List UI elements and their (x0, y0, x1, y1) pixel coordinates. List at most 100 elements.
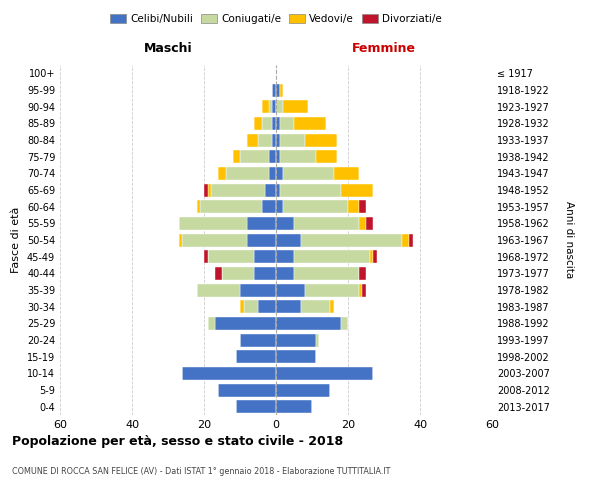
Bar (182, 234, 247, 246)
Bar (276, 350, 316, 363)
Bar (211, 184, 265, 196)
Bar (276, 167, 283, 180)
Bar (262, 200, 276, 213)
Bar (265, 184, 276, 196)
Bar (341, 184, 373, 196)
Bar (200, 200, 262, 213)
Bar (330, 300, 334, 313)
Bar (294, 217, 359, 230)
Bar (272, 134, 276, 146)
Bar (208, 184, 211, 196)
Bar (240, 150, 269, 163)
Bar (276, 200, 283, 213)
Bar (262, 100, 269, 113)
Bar (283, 200, 348, 213)
Bar (222, 267, 254, 280)
Bar (254, 250, 276, 263)
Bar (366, 217, 373, 230)
Bar (276, 84, 280, 96)
Bar (370, 250, 373, 263)
Bar (276, 284, 305, 296)
Bar (280, 134, 305, 146)
Bar (305, 284, 359, 296)
Bar (233, 150, 240, 163)
Bar (280, 150, 316, 163)
Bar (269, 150, 276, 163)
Bar (247, 217, 276, 230)
Bar (272, 117, 276, 130)
Bar (359, 217, 366, 230)
Bar (359, 267, 366, 280)
Bar (276, 300, 301, 313)
Bar (258, 300, 276, 313)
Bar (179, 217, 247, 230)
Bar (348, 200, 359, 213)
Bar (179, 234, 182, 246)
Bar (254, 117, 262, 130)
Bar (276, 134, 280, 146)
Bar (305, 134, 337, 146)
Bar (204, 250, 208, 263)
Bar (240, 284, 276, 296)
Bar (276, 334, 316, 346)
Bar (283, 100, 308, 113)
Text: Maschi: Maschi (143, 42, 193, 55)
Bar (359, 284, 362, 296)
Text: Popolazione per età, sesso e stato civile - 2018: Popolazione per età, sesso e stato civil… (12, 435, 343, 448)
Bar (276, 317, 341, 330)
Bar (226, 167, 269, 180)
Bar (276, 367, 373, 380)
Bar (197, 284, 240, 296)
Bar (262, 117, 272, 130)
Bar (240, 300, 244, 313)
Bar (182, 367, 276, 380)
Bar (276, 217, 294, 230)
Y-axis label: Fasce di età: Fasce di età (11, 207, 21, 273)
Bar (301, 234, 402, 246)
Bar (276, 384, 330, 396)
Bar (276, 250, 294, 263)
Bar (294, 117, 326, 130)
Bar (280, 84, 283, 96)
Bar (362, 284, 366, 296)
Bar (218, 384, 276, 396)
Bar (276, 184, 280, 196)
Bar (247, 234, 276, 246)
Bar (334, 167, 359, 180)
Bar (276, 117, 280, 130)
Bar (294, 250, 370, 263)
Bar (215, 267, 222, 280)
Text: COMUNE DI ROCCA SAN FELICE (AV) - Dati ISTAT 1° gennaio 2018 - Elaborazione TUTT: COMUNE DI ROCCA SAN FELICE (AV) - Dati I… (12, 468, 391, 476)
Bar (215, 317, 276, 330)
Bar (276, 400, 312, 413)
Text: Femmine: Femmine (352, 42, 416, 55)
Bar (409, 234, 413, 246)
Bar (258, 134, 272, 146)
Bar (402, 234, 409, 246)
Bar (276, 234, 301, 246)
Bar (301, 300, 330, 313)
Bar (294, 267, 359, 280)
Bar (280, 117, 294, 130)
Bar (316, 334, 319, 346)
Bar (276, 267, 294, 280)
Bar (276, 150, 280, 163)
Bar (283, 167, 334, 180)
Bar (208, 250, 254, 263)
Bar (244, 300, 258, 313)
Bar (272, 100, 276, 113)
Bar (197, 200, 200, 213)
Bar (373, 250, 377, 263)
Bar (208, 317, 215, 330)
Bar (218, 167, 226, 180)
Bar (276, 100, 283, 113)
Bar (236, 400, 276, 413)
Bar (280, 184, 341, 196)
Bar (269, 100, 272, 113)
Bar (236, 350, 276, 363)
Bar (269, 167, 276, 180)
Bar (204, 184, 208, 196)
Legend: Celibi/Nubili, Coniugati/e, Vedovi/e, Divorziati/e: Celibi/Nubili, Coniugati/e, Vedovi/e, Di… (106, 10, 446, 29)
Bar (272, 84, 276, 96)
Y-axis label: Anni di nascita: Anni di nascita (563, 202, 574, 278)
